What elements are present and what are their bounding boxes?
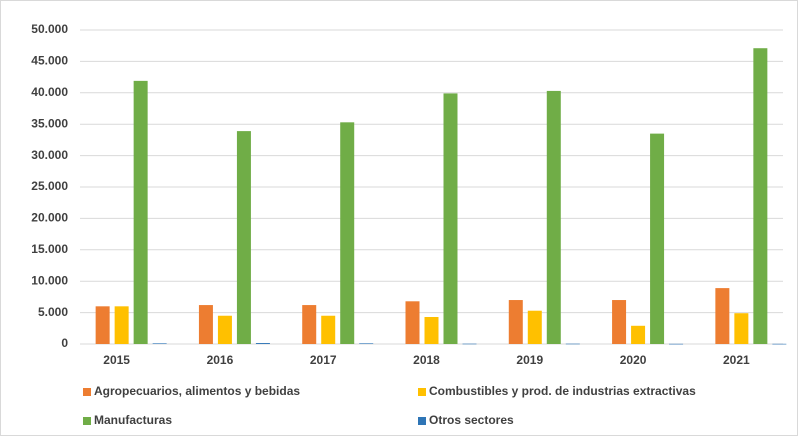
bar — [198, 305, 213, 344]
bar — [236, 131, 251, 344]
bar — [462, 343, 477, 345]
bar — [255, 343, 270, 344]
legend-swatch — [83, 417, 91, 425]
bar — [565, 343, 580, 345]
x-tick-label: 2019 — [516, 353, 543, 367]
legend-swatch — [418, 388, 426, 396]
bar — [669, 343, 684, 345]
x-tick-label: 2021 — [723, 353, 750, 367]
bar — [424, 316, 439, 344]
legend-label: Agropecuarios, alimentos y bebidas — [94, 384, 300, 398]
bar — [734, 313, 749, 344]
y-tick-label: 15.000 — [31, 242, 68, 256]
y-tick-label: 25.000 — [31, 179, 68, 193]
legend-swatch — [83, 388, 91, 396]
bar — [217, 315, 232, 344]
y-tick-label: 45.000 — [31, 54, 68, 68]
bar — [527, 310, 542, 344]
bar — [753, 48, 768, 344]
bar — [405, 301, 420, 344]
bar — [321, 315, 336, 344]
y-tick-label: 10.000 — [31, 273, 68, 287]
y-tick-label: 30.000 — [31, 148, 68, 162]
y-tick-label: 35.000 — [31, 116, 68, 130]
bar — [715, 288, 730, 344]
bar — [546, 90, 561, 344]
y-tick-label: 20.000 — [31, 211, 68, 225]
legend-label: Combustibles y prod. de industrias extra… — [429, 384, 696, 398]
x-tick-label: 2016 — [207, 353, 234, 367]
bar — [650, 133, 665, 344]
bar — [508, 300, 523, 344]
bar — [631, 325, 646, 344]
bar — [152, 343, 167, 344]
legend-label: Otros sectores — [429, 413, 514, 427]
x-tick-label: 2017 — [310, 353, 337, 367]
x-tick-label: 2015 — [103, 353, 130, 367]
x-tick-label: 2020 — [620, 353, 647, 367]
bar — [95, 306, 110, 344]
y-tick-label: 50.000 — [31, 22, 68, 36]
legend-swatch — [418, 417, 426, 425]
y-tick-label: 5.000 — [38, 305, 68, 319]
legend-label: Manufacturas — [94, 413, 172, 427]
y-tick-label: 0 — [61, 336, 68, 350]
bar — [114, 306, 129, 344]
x-tick-label: 2018 — [413, 353, 440, 367]
bar — [772, 343, 787, 345]
bar — [302, 305, 317, 344]
y-tick-label: 40.000 — [31, 85, 68, 99]
bar — [359, 343, 374, 344]
bar — [133, 80, 148, 345]
bar — [612, 300, 627, 344]
bar — [443, 93, 458, 344]
bar — [340, 122, 355, 344]
